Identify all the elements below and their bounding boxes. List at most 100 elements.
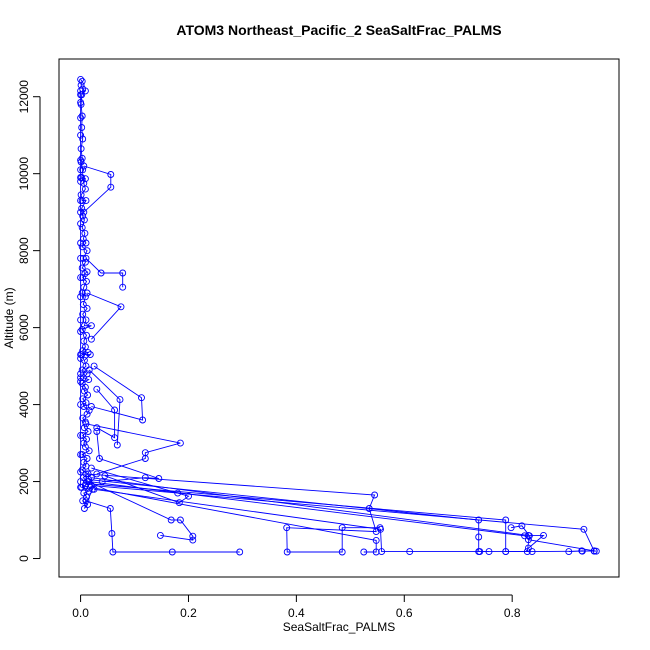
data-point xyxy=(283,548,291,556)
data-point xyxy=(83,247,91,255)
data-point xyxy=(175,499,183,507)
series-13-line xyxy=(85,500,240,553)
data-point xyxy=(79,166,87,174)
data-point xyxy=(338,548,346,556)
data-point xyxy=(283,524,291,532)
x-tick-label: 0.8 xyxy=(504,606,521,620)
series-20-line xyxy=(94,488,595,553)
y-tick-label: 0 xyxy=(17,555,31,562)
data-point xyxy=(80,216,88,224)
data-point xyxy=(108,530,116,537)
y-tick-label: 12000 xyxy=(17,80,31,114)
data-point xyxy=(77,87,85,95)
data-point xyxy=(78,326,86,333)
data-point xyxy=(185,492,192,500)
data-point xyxy=(85,447,93,455)
data-point xyxy=(84,349,92,357)
data-point xyxy=(80,208,88,216)
data-point xyxy=(139,416,147,424)
data-point xyxy=(81,293,89,301)
data-point xyxy=(540,531,547,539)
data-point xyxy=(176,439,184,447)
series-18-line xyxy=(91,477,545,549)
data-point xyxy=(82,239,90,247)
series-7-line xyxy=(88,369,121,446)
y-axis: 0 2000 4000 6000 8000 10000 12000 xyxy=(17,80,41,562)
data-point xyxy=(117,303,125,311)
data-point xyxy=(77,374,85,382)
data-point xyxy=(80,162,88,170)
data-point xyxy=(360,548,368,556)
data-point xyxy=(83,410,91,418)
data-point xyxy=(77,254,85,262)
x-tick-label: 0.2 xyxy=(180,606,197,620)
data-point xyxy=(78,154,86,162)
data-point xyxy=(109,548,117,556)
data-point xyxy=(476,548,484,556)
data-point xyxy=(83,277,90,285)
data-point xyxy=(78,112,86,120)
data-point xyxy=(93,424,101,432)
series-14-line xyxy=(85,473,380,553)
data-point xyxy=(111,434,119,442)
data-point xyxy=(77,431,85,439)
data-point xyxy=(372,548,380,556)
data-point xyxy=(77,208,85,216)
data-point xyxy=(81,270,89,278)
y-tick-label: 2000 xyxy=(17,468,31,495)
data-point xyxy=(518,522,526,530)
series-layer xyxy=(77,75,600,556)
x-tick-label: 0.0 xyxy=(72,606,89,620)
series-9-line xyxy=(85,423,181,475)
data-point xyxy=(167,516,175,524)
data-point xyxy=(79,212,87,220)
data-point xyxy=(78,366,86,374)
data-point xyxy=(338,524,346,532)
series-3-line xyxy=(83,165,112,213)
x-axis-label: SeaSaltFrac_PALMS xyxy=(283,620,396,634)
data-point xyxy=(155,475,163,482)
data-point xyxy=(77,328,85,335)
chart-title: ATOM3 Northeast_Pacific_2 SeaSaltFrac_PA… xyxy=(176,22,501,38)
data-point xyxy=(116,396,124,404)
data-point xyxy=(77,220,85,228)
data-point xyxy=(475,533,483,541)
data-point xyxy=(578,547,586,555)
data-point xyxy=(82,470,90,478)
data-point xyxy=(77,483,85,491)
x-tick-label: 0.6 xyxy=(396,606,413,620)
data-point xyxy=(77,451,85,459)
data-point xyxy=(77,91,85,99)
data-point xyxy=(82,420,90,428)
series-10-line xyxy=(96,431,159,483)
data-point xyxy=(78,243,86,251)
data-point xyxy=(96,455,103,462)
data-point xyxy=(371,491,379,499)
data-point xyxy=(141,455,149,462)
data-point xyxy=(119,269,127,277)
data-point xyxy=(81,383,89,391)
series-19-line xyxy=(90,486,377,553)
data-point xyxy=(84,428,92,435)
data-point xyxy=(87,403,95,410)
series-8-line xyxy=(96,388,116,439)
data-point xyxy=(93,428,101,435)
data-point xyxy=(79,497,87,505)
data-point xyxy=(83,331,90,339)
data-point xyxy=(78,264,86,272)
data-point xyxy=(502,516,510,524)
data-point xyxy=(80,424,88,432)
y-axis-label: Altitude (m) xyxy=(2,287,16,348)
data-point xyxy=(119,283,127,291)
data-point xyxy=(524,536,532,544)
data-point xyxy=(111,406,119,414)
data-point xyxy=(77,401,85,409)
data-point xyxy=(77,99,85,106)
data-point xyxy=(236,548,244,556)
data-point xyxy=(90,362,98,370)
data-point xyxy=(521,532,529,540)
data-point xyxy=(77,370,85,378)
data-point xyxy=(107,171,115,178)
data-point xyxy=(77,197,85,205)
